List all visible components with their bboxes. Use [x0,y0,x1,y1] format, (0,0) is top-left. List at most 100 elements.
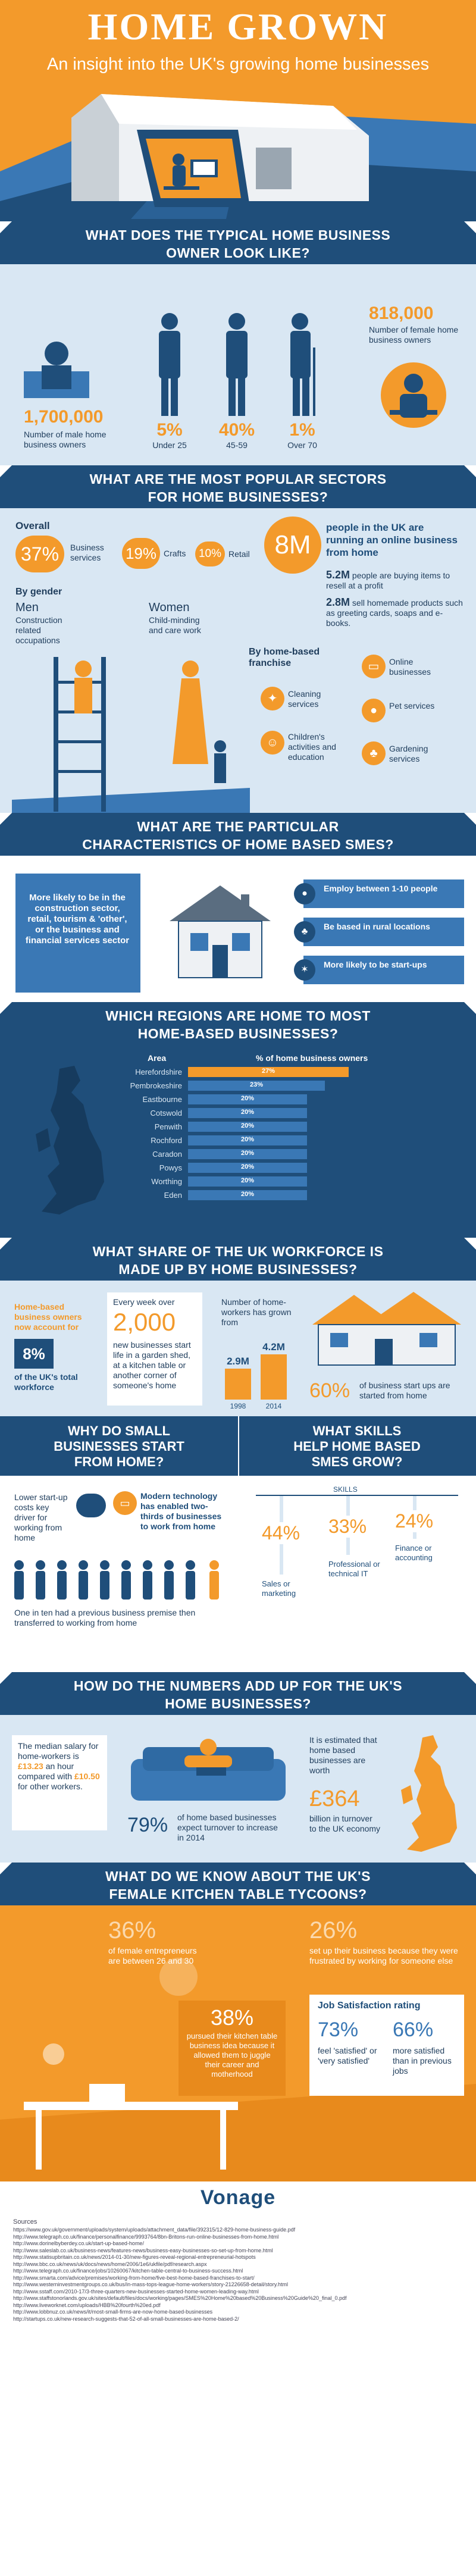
source-link[interactable]: http://www.staffstonorlands.gov.uk/sites… [13,2295,347,2301]
source-link[interactable]: http://www.smarta.com/advice/premises/wo… [13,2274,255,2281]
heading-line-1: WHAT SHARE OF THE UK WORKFORCE IS [92,1244,384,1259]
child-icon: ☺ [261,731,284,755]
age-pct: 5% [156,420,183,440]
homemade-stat: 2.8M sell homemade products such as gree… [326,597,463,628]
section-regions-heading: WHICH REGIONS ARE HOME TO MOST HOME-BASE… [0,1002,476,1045]
section-popular-sectors: Overall 37% Business services 19% Crafts… [0,508,476,813]
section-numbers-heading: HOW DO THE NUMBERS ADD UP FOR THE UK'S H… [0,1672,476,1715]
region-row: Powys 20% [119,1162,452,1174]
source-link[interactable]: http://www.westerninvestmentgroups.co.uk… [13,2281,289,2287]
age-over70: 1% Over 70 [275,420,329,450]
turnover-text: of home based businesses expect turnover… [177,1813,278,1842]
growth-text: Number of home-workers has grown from [221,1297,292,1327]
j2-pct: 66% [393,2018,434,2041]
stat-number: 2.8M [326,596,350,608]
region-bar [188,1163,307,1173]
region-bar [188,1176,307,1187]
male-count: 1,700,000 [24,407,104,427]
source-link[interactable]: http://www.liveworknet.com/uploads/HBB%2… [13,2302,161,2308]
source-link[interactable]: http://www.telegraph.co.uk/finance/perso… [13,2233,279,2240]
source-link[interactable]: http://www.saleslab.co.uk/business-news/… [13,2247,273,2253]
source-link[interactable]: http://www.sstaff.com/2010-17/3-three-qu… [13,2288,259,2295]
skills-axis [256,1495,458,1496]
male-owner-illustration [24,342,89,398]
source-link[interactable]: https://www.gov.uk/government/uploads/sy… [13,2227,296,2233]
region-bar [188,1067,349,1077]
region-value-label: 20% [240,1191,255,1198]
startup-text: of business start ups are started from h… [359,1381,450,1400]
section-workforce: Home-based business owners now account f… [0,1281,476,1416]
men-text: Construction related occupations [15,615,62,645]
heading-line-1: WHAT SKILLS [312,1423,402,1438]
heading-line-2: HOME BUSINESSES? [165,1696,311,1711]
franchise-item-label: Children's activities and education [288,732,336,762]
source-link[interactable]: http://www.statisupbritain.co.uk/news/20… [13,2254,256,2260]
female-count: 818,000 [369,303,434,323]
source-link[interactable]: http://www.dorinelbyberdey.co.uk/start-u… [13,2240,144,2246]
region-value-label: 20% [240,1095,255,1102]
f2-text: set up their business because they were … [309,1946,458,1965]
section-typical-owner-heading: WHAT DOES THE TYPICAL HOME BUSINESS OWNE… [0,221,476,264]
footer: Vonage Sources https://www.gov.uk/govern… [0,2181,476,2576]
section-characteristics: More likely to be in the construction se… [0,856,476,1002]
sector-label: Crafts [164,549,186,558]
heading-line-2: OWNER LOOK LIKE? [166,245,310,261]
region-bar [188,1149,307,1159]
source-link[interactable]: http://www.bbc.co.uk/news/uk/docs/news/h… [13,2261,207,2267]
tech-icon: ▭ [113,1491,137,1515]
brand-logo: Vonage [0,2186,476,2209]
person-45-59-icon [226,313,248,416]
heading-line-1: WHAT DO WE KNOW ABOUT THE UK'S [105,1868,371,1884]
skills-heading-box [238,1416,476,1476]
salary-text-3: for other workers. [18,1782,83,1791]
women-text: Child-minding and care work [149,615,201,635]
employ-item: ● Employ between 1-10 people [294,879,464,908]
overall-label: Overall [15,520,50,531]
region-label: Worthing [151,1177,182,1186]
region-bar [188,1190,307,1200]
female-owner-illustration [381,362,446,428]
costs-text: Lower start-up costs key driver for work… [14,1492,68,1542]
region-row: Eastbourne 20% [119,1094,452,1106]
resell-stat: 5.2M people are buying items to resell a… [326,569,463,591]
j2-text: more satisfied than in previous jobs [393,2046,452,2076]
section-female-tycoons: 36% of female entrepreneurs are between … [0,1905,476,2181]
region-label: Cotswold [150,1109,182,1118]
salary-text-2: an hour compared with [18,1761,74,1781]
sofa-worker-illustration [131,1739,286,1801]
region-bar [188,1122,307,1132]
pct-circle: 37% [15,536,64,572]
region-value-label: 20% [240,1163,255,1170]
j1-pct: 73% [318,2018,359,2041]
week-number: 2,000 [113,1308,176,1336]
age-label: Over 70 [287,440,317,450]
computer-icon: ▭ [362,655,386,678]
region-row: Rochford 20% [119,1135,452,1147]
house-office-illustration [0,94,476,221]
suburban-house-illustration [312,1292,461,1366]
heading-line-1: WHY DO SMALL [68,1423,170,1438]
f1-pct: 36% [108,1917,156,1943]
growth-bar-chart: 2.9M 1998 4.2M 2014 [219,1334,296,1411]
heading-line-1: WHAT ARE THE PARTICULAR [137,819,339,834]
section-workforce-heading: WHAT SHARE OF THE UK WORKFORCE IS MADE U… [0,1238,476,1281]
source-link[interactable]: http://www.lobbnuz.co.uk/news/it/most-sm… [13,2309,213,2315]
house-icon [170,885,271,978]
tech-text: Modern technology has enabled two-thirds… [140,1491,222,1531]
brand-text: Vonage [200,2186,276,2209]
region-value-label: 20% [240,1109,255,1116]
skills-label: SKILLS [333,1485,358,1494]
region-value-label: 27% [261,1068,275,1075]
franchise-label: By home-based franchise [249,647,320,668]
section-popular-sectors-heading: WHAT ARE THE MOST POPULAR SECTORS FOR HO… [0,465,476,508]
section-characteristics-heading: WHAT ARE THE PARTICULAR CHARACTERISTICS … [0,813,476,856]
age-label: 45-59 [226,440,248,450]
pct-header: % of home business owners [256,1053,368,1063]
source-link[interactable]: http://www.telegraph.co.uk/finance/jobs/… [13,2268,243,2274]
source-link[interactable]: http://startups.co.uk/new-research-sugge… [13,2315,239,2322]
section-regions: Area % of home business owners Herefords… [0,1045,476,1238]
region-value-label: 20% [240,1150,255,1157]
cleaning-icon: ✦ [261,687,284,710]
region-label: Herefordshire [135,1068,182,1076]
